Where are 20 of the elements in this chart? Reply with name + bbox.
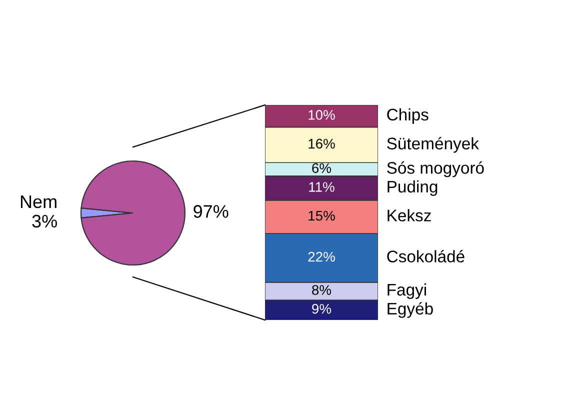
data-label: 3% [32,214,57,228]
data-label: 9% [312,304,332,314]
data-label: 8% [312,285,332,295]
series-label: Sütemények [387,137,479,153]
series-label: Egyéb [388,302,433,318]
series-label: Puding [388,180,438,196]
data-label: 16% [308,138,335,149]
series-label: Keksz [388,209,431,222]
series-label: Csokoládé [387,250,464,262]
series-label: Fagyi [388,283,426,299]
data-label: 22% [308,252,335,262]
data-label: 10% [308,110,335,120]
slice-label: Nem [20,196,56,208]
pie-slice [80,160,186,266]
data-label: 11% [309,182,334,192]
series-label: Sós mogyoró [387,161,484,178]
data-label: 6% [312,163,332,174]
data-label: 15% [308,210,335,221]
series-label: Chips [387,108,428,124]
data-label: 97% [194,205,228,218]
